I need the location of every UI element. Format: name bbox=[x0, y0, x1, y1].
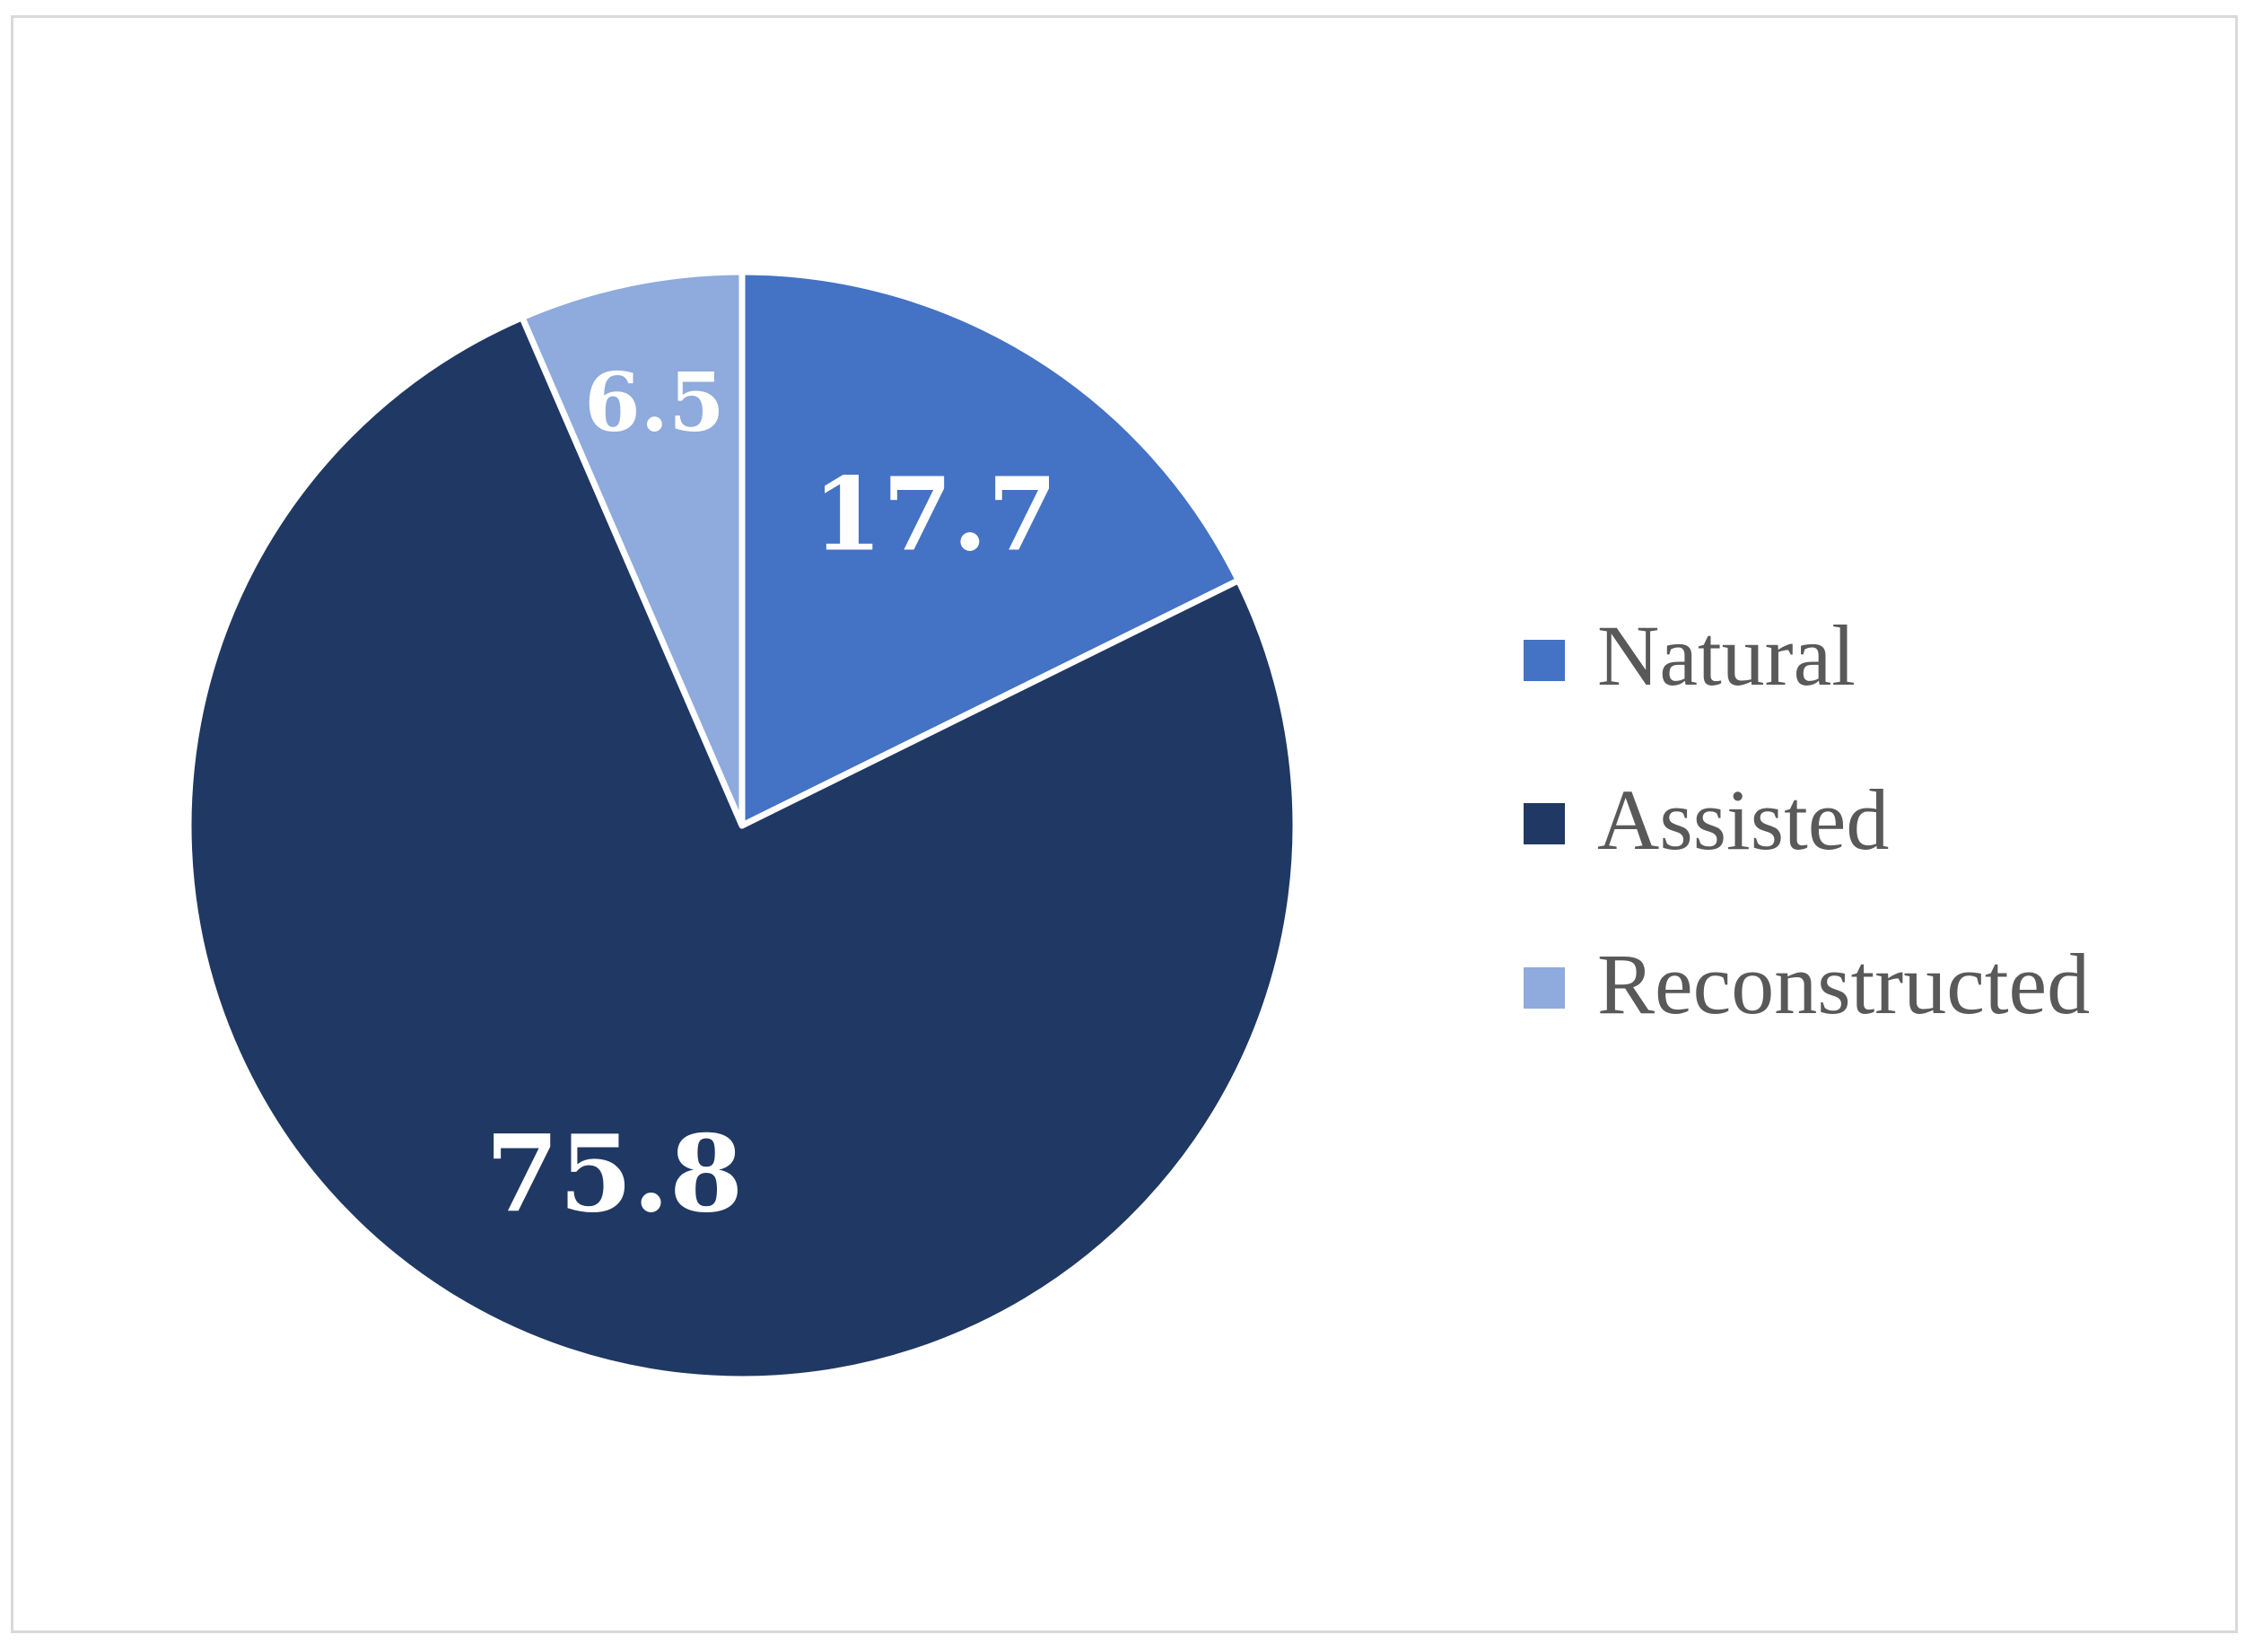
legend-swatch-natural bbox=[1524, 640, 1565, 681]
legend-swatch-assisted bbox=[1524, 803, 1565, 844]
legend-item-natural: Natural bbox=[1524, 607, 1856, 704]
legend-label-reconstructed: Reconstructed bbox=[1597, 936, 2090, 1032]
legend-label-natural: Natural bbox=[1597, 607, 1856, 704]
pie-slice-assisted bbox=[185, 314, 1299, 1383]
legend: Natural Assisted Reconstructed bbox=[1524, 607, 2090, 1032]
data-label-assisted: 75.8 bbox=[485, 1112, 743, 1237]
data-label-reconstructed: 6.5 bbox=[584, 355, 725, 450]
legend-swatch-reconstructed bbox=[1524, 967, 1565, 1009]
legend-label-assisted: Assisted bbox=[1597, 772, 1889, 868]
pie-data-labels: 17.7 75.8 6.5 bbox=[485, 355, 1058, 1237]
pie-slice-reconstructed bbox=[519, 268, 746, 829]
data-label-natural: 17.7 bbox=[813, 457, 1058, 574]
pie-slices bbox=[185, 268, 1299, 1383]
legend-item-reconstructed: Reconstructed bbox=[1524, 936, 2090, 1032]
pie-slice-natural bbox=[738, 268, 1242, 829]
legend-item-assisted: Assisted bbox=[1524, 772, 1889, 868]
